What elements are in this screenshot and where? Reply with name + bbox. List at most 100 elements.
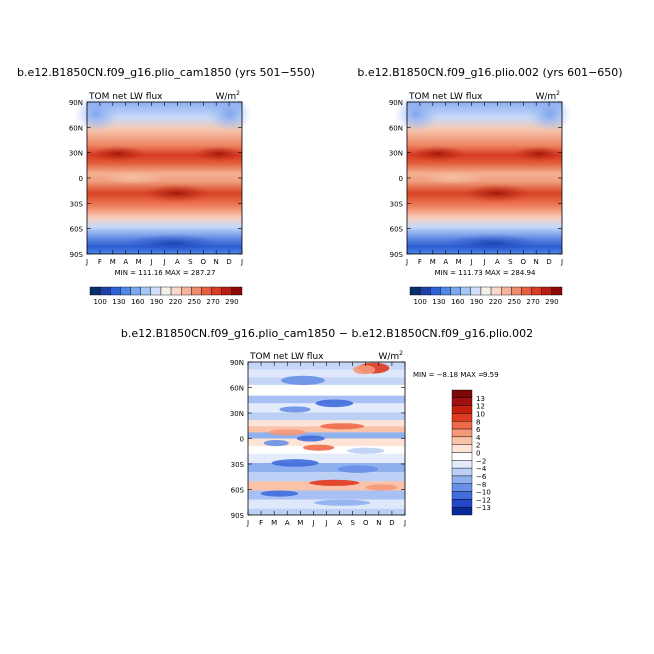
colorbar-box bbox=[140, 286, 152, 296]
colorbar-label: 6 bbox=[476, 426, 481, 434]
colorbar-label: 160 bbox=[131, 298, 144, 306]
lat-label: 60N bbox=[389, 124, 403, 132]
lat-label: 30S bbox=[70, 200, 84, 208]
colorbar-label: 250 bbox=[188, 298, 201, 306]
month-label: O bbox=[520, 258, 526, 266]
colorbar-label: −13 bbox=[476, 504, 491, 512]
lat-label: 30N bbox=[69, 150, 83, 158]
lat-label: 0 bbox=[399, 175, 403, 183]
plot-title: b.e12.B1850CN.f09_g16.plio_cam1850 − b.e… bbox=[121, 327, 533, 340]
month-label: A bbox=[285, 519, 290, 527]
colorbar-box bbox=[409, 286, 421, 296]
month-label: O bbox=[363, 519, 369, 527]
colorbar-box bbox=[221, 286, 233, 296]
plot-units: W/m2 bbox=[535, 90, 560, 102]
month-label: D bbox=[389, 519, 394, 527]
field-hot-sh bbox=[462, 184, 531, 203]
colorbar-box bbox=[490, 286, 502, 296]
colorbar-box bbox=[451, 397, 473, 406]
lat-label: 30N bbox=[230, 410, 244, 418]
lat-label: 90N bbox=[69, 99, 83, 107]
colorbar-box bbox=[451, 460, 473, 469]
colorbar-label: 12 bbox=[476, 403, 485, 411]
month-label: M bbox=[456, 258, 462, 266]
field-hot-nh2 bbox=[513, 146, 564, 162]
month-label: A bbox=[123, 258, 128, 266]
colorbar-box bbox=[480, 286, 492, 296]
field-band bbox=[248, 384, 405, 396]
month-label: S bbox=[508, 258, 513, 266]
field-blob bbox=[268, 429, 307, 436]
colorbar-box bbox=[89, 286, 101, 296]
field-band bbox=[248, 369, 405, 378]
field-pole-nw bbox=[394, 95, 438, 133]
colorbar-box bbox=[531, 286, 542, 296]
month-label: M bbox=[297, 519, 303, 527]
month-label: N bbox=[376, 519, 381, 527]
colorbar-box bbox=[451, 483, 473, 492]
month-label: F bbox=[418, 258, 422, 266]
field-band bbox=[248, 432, 405, 439]
plot-stats-min: MIN = −8.18 MAX = bbox=[413, 371, 484, 379]
colorbar-box bbox=[419, 286, 431, 296]
field-band bbox=[248, 438, 405, 447]
colorbar-label: 4 bbox=[476, 434, 481, 442]
lat-label: 90S bbox=[231, 512, 245, 520]
month-label: A bbox=[175, 258, 180, 266]
field-blob bbox=[260, 490, 299, 497]
month-label: J bbox=[482, 258, 485, 266]
plot-title: b.e12.B1850CN.f09_g16.plio.002 (yrs 601−… bbox=[357, 66, 622, 79]
colorbar-label: −2 bbox=[476, 457, 486, 465]
field-blob bbox=[313, 499, 371, 506]
colorbar-label: 160 bbox=[451, 298, 464, 306]
field-band bbox=[248, 420, 405, 427]
field-blob bbox=[337, 465, 379, 473]
plot-stats-max: 9.59 bbox=[483, 371, 499, 379]
field-band bbox=[248, 462, 405, 473]
field-blob bbox=[280, 375, 325, 385]
colorbar-box bbox=[180, 286, 192, 296]
colorbar-box bbox=[460, 286, 471, 296]
colorbar-label: −4 bbox=[476, 465, 487, 473]
colorbar-box bbox=[110, 286, 121, 296]
colorbar-box bbox=[451, 499, 473, 508]
colorbar-box bbox=[501, 286, 512, 296]
field-band bbox=[248, 426, 405, 433]
colorbar-label: 270 bbox=[206, 298, 219, 306]
colorbar-box bbox=[521, 286, 532, 296]
lat-label: 60S bbox=[231, 487, 245, 495]
colorbar-box bbox=[170, 286, 182, 296]
field-hot-nh bbox=[410, 146, 466, 162]
plot-left-label: TOM net LW flux bbox=[249, 352, 324, 362]
month-label: A bbox=[495, 258, 500, 266]
colorbar-box bbox=[451, 436, 473, 445]
panel-2: b.e12.B1850CN.f09_g16.plio.002 (yrs 601−… bbox=[357, 66, 622, 306]
colorbar-box bbox=[231, 286, 243, 296]
lat-label: 60S bbox=[70, 226, 84, 234]
month-label: O bbox=[200, 258, 206, 266]
month-label: D bbox=[226, 258, 231, 266]
month-label: N bbox=[534, 258, 539, 266]
field-pole-ne bbox=[207, 95, 252, 133]
colorbar-box bbox=[451, 475, 473, 484]
colorbar-label: 130 bbox=[432, 298, 445, 306]
colorbar-label: 190 bbox=[150, 298, 163, 306]
colorbar-box bbox=[451, 467, 473, 477]
colorbar-box bbox=[451, 452, 473, 461]
field-pole-nw bbox=[74, 95, 119, 133]
colorbar-label: 8 bbox=[476, 418, 480, 426]
plot-stats: MIN = 111.73 MAX = 284.94 bbox=[435, 269, 536, 277]
month-label: J bbox=[324, 519, 327, 527]
month-label: J bbox=[560, 258, 563, 266]
month-label: F bbox=[259, 519, 263, 527]
colorbar-box bbox=[451, 405, 473, 414]
field-blob bbox=[296, 435, 325, 442]
field-hot-nh2 bbox=[193, 146, 244, 162]
colorbar-box bbox=[211, 286, 222, 296]
month-label: F bbox=[98, 258, 102, 266]
plot-left-label: TOM net LW flux bbox=[88, 92, 163, 102]
field-blob bbox=[302, 444, 335, 451]
field-pole-ne bbox=[527, 95, 572, 133]
colorbar-label: 290 bbox=[545, 298, 558, 306]
